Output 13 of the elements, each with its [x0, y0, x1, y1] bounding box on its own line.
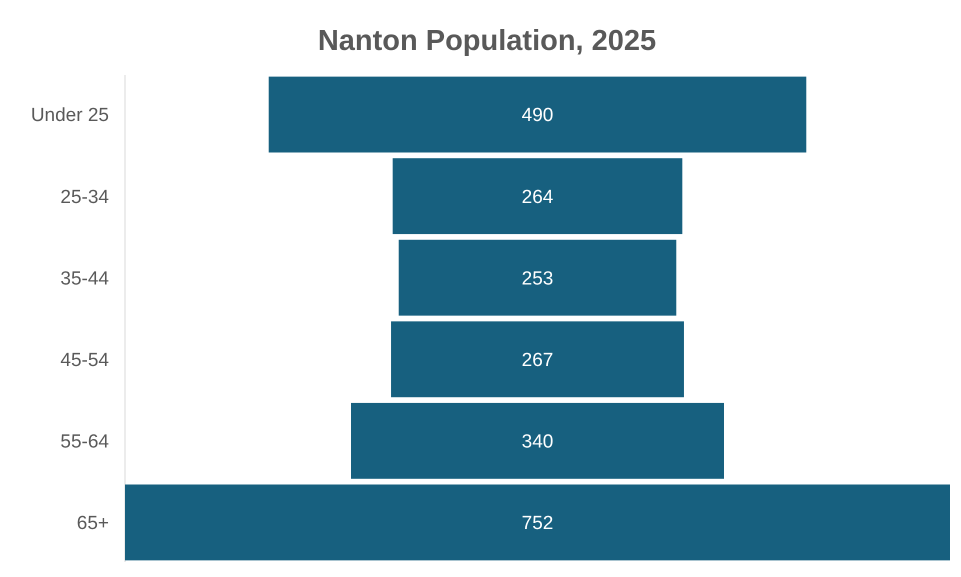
data-label: 264: [522, 186, 554, 208]
data-label: 267: [522, 350, 554, 371]
category-label: 55-64: [60, 432, 110, 453]
data-label: 752: [522, 513, 554, 534]
data-label: 340: [522, 432, 554, 453]
data-label: 253: [522, 268, 554, 290]
category-label: Under 25: [30, 105, 109, 126]
data-label: 490: [522, 105, 554, 126]
category-label: 35-44: [60, 268, 110, 290]
category-label: 45-54: [60, 350, 110, 371]
text: Nanton Population, 2025: [318, 25, 656, 57]
category-label: 65+: [76, 513, 109, 534]
category-label: 25-34: [60, 186, 110, 208]
